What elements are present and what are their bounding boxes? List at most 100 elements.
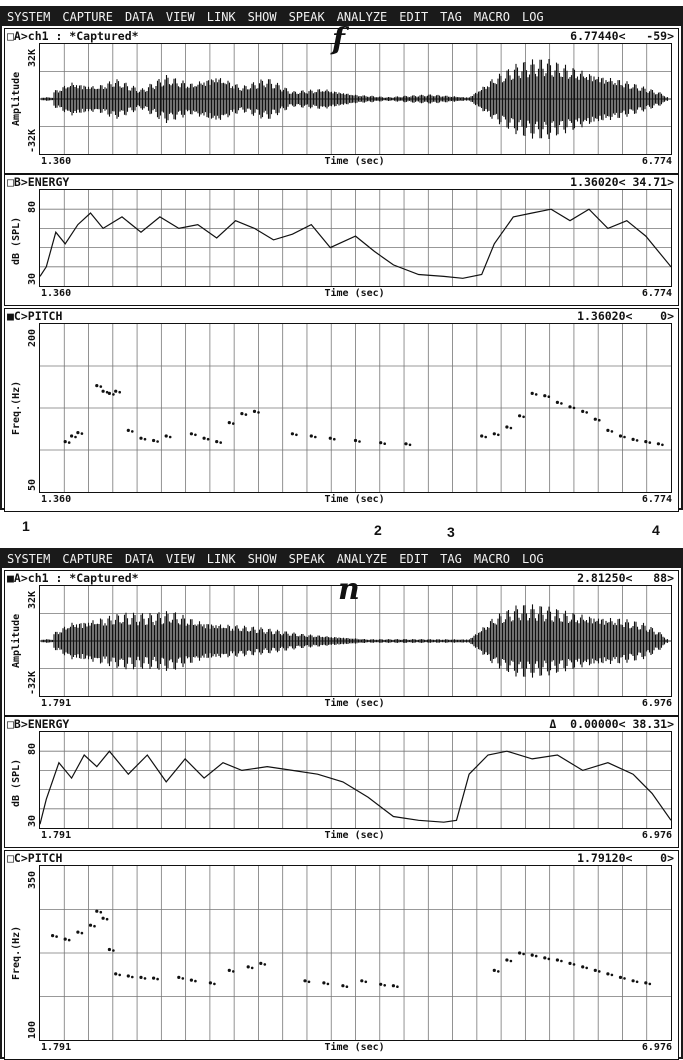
menu-capture[interactable]: CAPTURE bbox=[62, 552, 113, 566]
pitch-point bbox=[379, 982, 383, 986]
menu-edit[interactable]: EDIT bbox=[399, 10, 429, 24]
pitch-point bbox=[181, 977, 185, 980]
pitch-point bbox=[644, 981, 648, 985]
pitch-point bbox=[99, 910, 103, 914]
plot-area[interactable] bbox=[39, 43, 672, 155]
menu-macro[interactable]: MACRO bbox=[473, 552, 510, 566]
pitch-point bbox=[353, 438, 358, 443]
pitch-point bbox=[246, 965, 250, 969]
x-axis-label: Time (sec) bbox=[324, 698, 385, 709]
pitch-point bbox=[530, 391, 534, 395]
pitch-point bbox=[522, 952, 525, 956]
pitch-point bbox=[114, 972, 118, 976]
x-axis-label: Time (sec) bbox=[324, 494, 385, 505]
pitch-point bbox=[232, 970, 235, 973]
panel-title[interactable]: ■A>ch1 : *Captured* bbox=[7, 571, 139, 585]
pitch-point bbox=[114, 389, 118, 393]
panel-title[interactable]: □C>PITCH bbox=[7, 851, 63, 865]
pitch-point bbox=[383, 442, 387, 445]
panel-title[interactable]: □A>ch1 : *Captured* bbox=[7, 29, 139, 43]
plot-area[interactable] bbox=[39, 323, 672, 493]
screen-2: SYSTEM CAPTURE DATA VIEW LINK SHOW SPEAK ANALYZ… bbox=[0, 548, 683, 1060]
y-axis-label: Amplitude bbox=[11, 613, 22, 668]
pitch-point bbox=[156, 977, 159, 981]
menu-show[interactable]: SHOW bbox=[247, 10, 277, 24]
pitch-point bbox=[107, 947, 111, 952]
pitch-point bbox=[131, 975, 134, 979]
plot-area[interactable] bbox=[39, 189, 672, 287]
plot-area[interactable] bbox=[39, 865, 672, 1041]
y-axis-label: Freq.(Hz) bbox=[11, 925, 22, 980]
menu-analyze[interactable]: ANALYZE bbox=[336, 10, 388, 24]
pitch-point bbox=[581, 409, 585, 413]
pitch-point bbox=[391, 984, 395, 988]
menu-data[interactable]: DATA bbox=[124, 10, 154, 24]
menu-edit[interactable]: EDIT bbox=[399, 552, 429, 566]
pitch-point bbox=[227, 421, 231, 425]
menu-view[interactable]: VIEW bbox=[165, 10, 195, 24]
pitch-point bbox=[484, 435, 488, 439]
panel-title[interactable]: □B>ENERGY bbox=[7, 717, 70, 731]
pitch-point bbox=[606, 428, 610, 432]
pitch-point bbox=[112, 393, 115, 396]
menu-link[interactable]: LINK bbox=[206, 10, 236, 24]
pitch-point bbox=[105, 917, 109, 921]
menu-macro[interactable]: MACRO bbox=[473, 10, 510, 24]
pitch-point bbox=[644, 440, 648, 444]
pitch-point bbox=[126, 974, 130, 978]
pitch-point bbox=[156, 440, 159, 443]
pitch-point bbox=[492, 432, 496, 436]
screen-marker: f bbox=[332, 22, 345, 57]
menu-log[interactable]: LOG bbox=[521, 552, 544, 566]
menu-data[interactable]: DATA bbox=[124, 552, 154, 566]
pitch-point bbox=[263, 963, 267, 966]
menu-tag[interactable]: TAG bbox=[440, 10, 462, 24]
pitch-point bbox=[572, 963, 576, 966]
pitch-point bbox=[635, 439, 639, 442]
x-axis-start: 1.360 bbox=[41, 156, 72, 167]
pitch-point bbox=[290, 432, 294, 436]
menu-link[interactable]: LINK bbox=[206, 552, 236, 566]
menu-analyze[interactable]: ANALYZE bbox=[336, 552, 388, 566]
y-axis-label: dB (SPL) bbox=[11, 758, 22, 807]
menu-log[interactable]: LOG bbox=[521, 10, 544, 24]
pitch-point bbox=[143, 977, 147, 980]
menu-speak[interactable]: SPEAK bbox=[288, 552, 325, 566]
pitch-point bbox=[152, 976, 156, 980]
pitch-point bbox=[74, 435, 77, 439]
y-axis-label: dB (SPL) bbox=[11, 216, 22, 265]
x-axis-label: Time (sec) bbox=[324, 830, 385, 841]
annotation-n2: 2 bbox=[374, 522, 382, 538]
pitch-point bbox=[505, 958, 509, 962]
menu-tag[interactable]: TAG bbox=[440, 552, 462, 566]
pitch-point bbox=[309, 434, 313, 438]
plot-area[interactable] bbox=[39, 731, 672, 829]
menu-view[interactable]: VIEW bbox=[165, 552, 195, 566]
menu-speak[interactable]: SPEAK bbox=[288, 10, 325, 24]
panel-title[interactable]: ■C>PITCH bbox=[7, 309, 63, 323]
pitch-point bbox=[547, 957, 551, 961]
cursor-readout: 6.77440< -59> bbox=[570, 29, 674, 43]
pitch-point bbox=[259, 961, 263, 965]
y-axis-label: Amplitude bbox=[11, 71, 22, 126]
y-axis-label: Freq.(Hz) bbox=[11, 380, 22, 435]
menu-show[interactable]: SHOW bbox=[247, 552, 277, 566]
cursor-readout: 1.36020< 0> bbox=[577, 309, 674, 323]
y-axis-max: 80 bbox=[27, 200, 38, 213]
plot-area[interactable] bbox=[39, 585, 672, 697]
pitch-point bbox=[244, 413, 248, 416]
pitch-point bbox=[105, 390, 109, 394]
menu-system[interactable]: SYSTEM bbox=[7, 552, 51, 566]
x-axis-start: 1.360 bbox=[41, 494, 72, 505]
pitch-point bbox=[118, 390, 121, 394]
menu-capture[interactable]: CAPTURE bbox=[62, 10, 113, 24]
pitch-point bbox=[240, 412, 244, 416]
pitch-point bbox=[497, 433, 500, 437]
y-axis-max: 32K bbox=[27, 590, 38, 609]
pitch-point bbox=[598, 970, 601, 973]
pitch-point bbox=[189, 432, 193, 436]
panel-title[interactable]: □B>ENERGY bbox=[7, 175, 70, 189]
x-axis-end: 6.774 bbox=[641, 494, 672, 505]
pitch-point bbox=[107, 391, 111, 395]
menu-system[interactable]: SYSTEM bbox=[7, 10, 51, 24]
